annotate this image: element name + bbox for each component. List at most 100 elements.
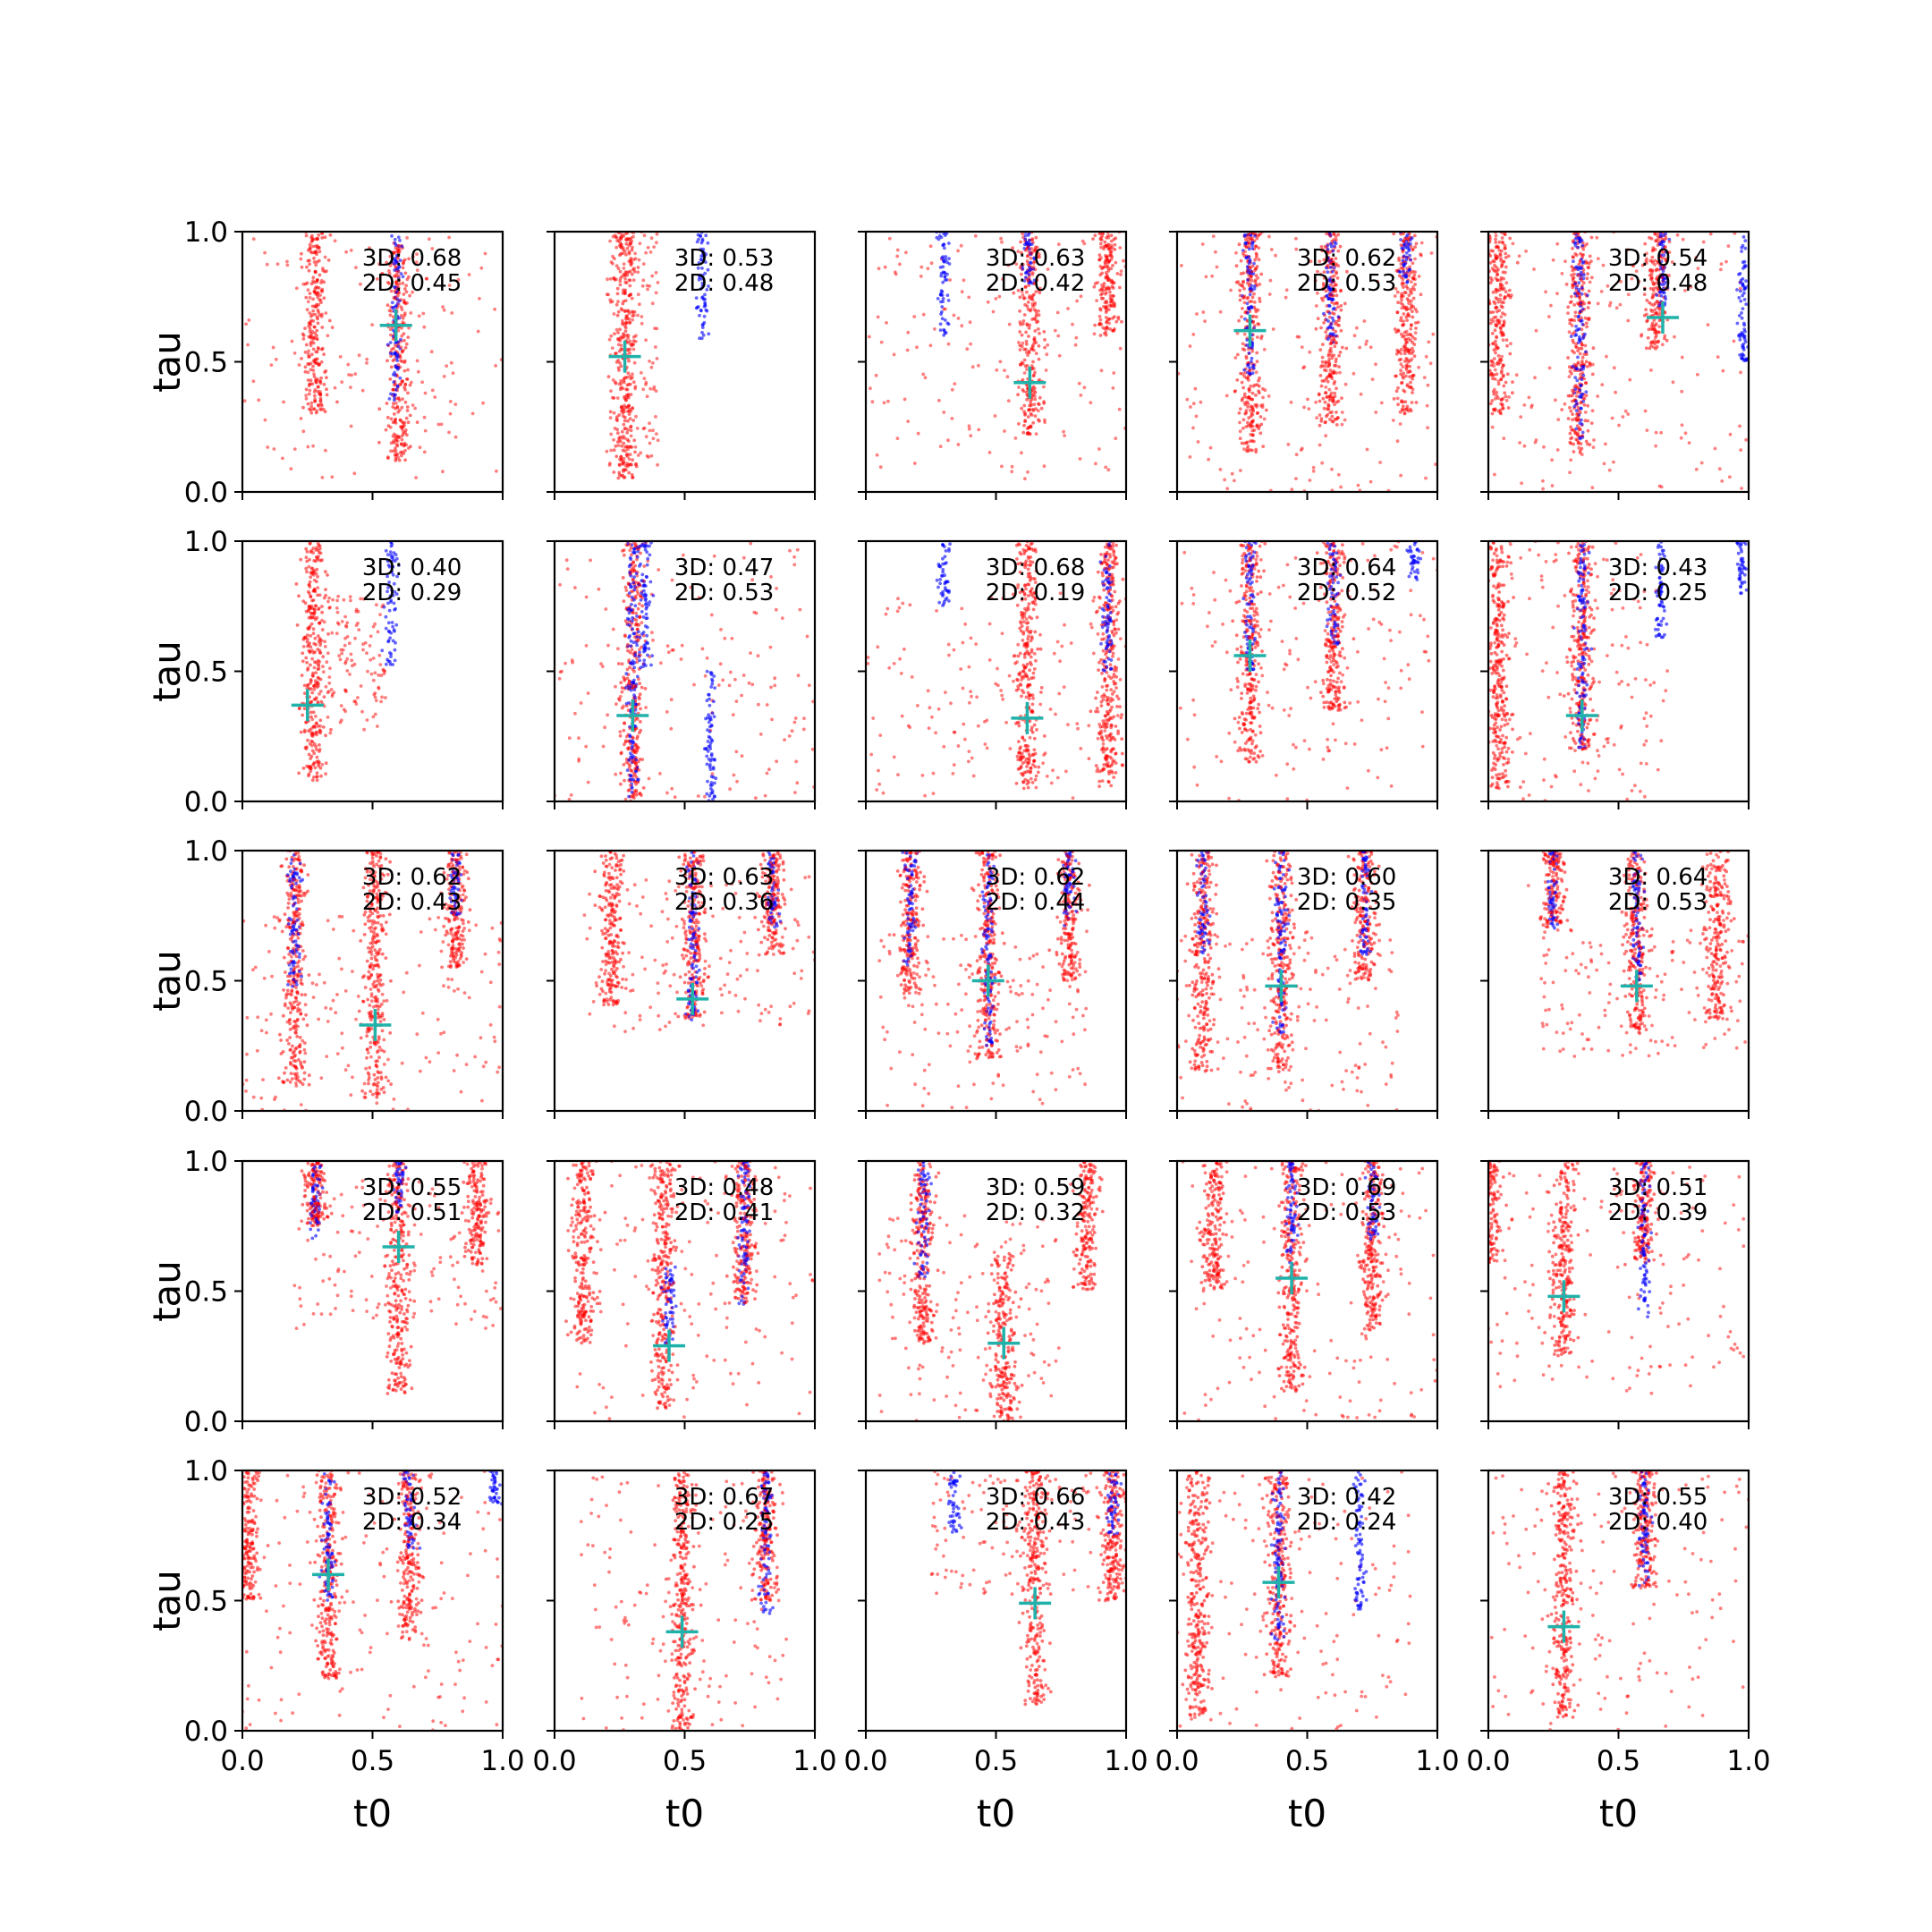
scatter-point <box>309 766 312 770</box>
scatter-point <box>1583 411 1588 414</box>
scatter-point <box>1120 319 1123 324</box>
scatter-point <box>649 453 654 458</box>
scatter-point <box>402 332 406 336</box>
scatter-point <box>606 713 609 717</box>
scatter-point <box>1022 279 1027 283</box>
scatter-point <box>638 692 642 697</box>
scatter-point <box>1055 310 1060 315</box>
scatter-point <box>369 634 373 639</box>
scatter-point <box>614 444 618 448</box>
scatter-point <box>1326 248 1330 251</box>
scatter-point <box>1394 389 1399 394</box>
scatter-point <box>1326 407 1331 411</box>
scatter-point <box>1577 445 1581 450</box>
scatter-point <box>670 578 674 582</box>
scatter-point <box>1339 308 1343 312</box>
scatter-point <box>1590 409 1595 413</box>
scatter-point <box>1025 368 1029 371</box>
scatter-point <box>305 559 309 564</box>
scatter-point <box>628 453 632 456</box>
scatter-point <box>1491 319 1496 324</box>
scatter-point <box>301 651 305 656</box>
scatter-point <box>1235 378 1240 382</box>
scatter-point <box>620 275 624 279</box>
scatter-point <box>624 468 628 472</box>
scatter-point <box>386 303 390 308</box>
scatter-point <box>1020 250 1023 255</box>
scatter-point <box>1098 307 1102 310</box>
scatter-point <box>694 296 699 300</box>
scatter-point <box>343 636 347 640</box>
scatter-point <box>1582 352 1587 356</box>
scatter-point <box>1400 381 1403 385</box>
scatter-point <box>1402 291 1407 294</box>
scatter-point <box>1321 343 1325 346</box>
scatter-point <box>1001 277 1004 281</box>
scatter-point <box>1325 266 1328 270</box>
scatter-point <box>1321 287 1326 292</box>
scatter-point <box>377 440 381 445</box>
scatter-point <box>411 290 414 294</box>
scatter-point <box>1258 431 1263 436</box>
scatter-point <box>399 272 403 275</box>
scatter-point <box>451 371 455 375</box>
scatter-point <box>1245 326 1250 329</box>
scatter-point <box>1400 298 1403 302</box>
scatter-point <box>1716 355 1720 359</box>
scatter-point <box>324 761 328 766</box>
scatter-point <box>320 476 325 479</box>
scatter-point <box>1323 420 1327 425</box>
scatter-point <box>1022 296 1027 301</box>
scatter-point <box>1327 372 1332 377</box>
scatter-point <box>650 274 655 278</box>
scatter-point <box>319 376 323 380</box>
scatter-point <box>599 662 603 665</box>
scatter-point <box>641 278 646 283</box>
scatter-point <box>300 265 304 269</box>
scatter-point <box>1330 467 1334 471</box>
scatter-point <box>1411 305 1416 309</box>
scatter-point <box>312 578 317 582</box>
scatter-point <box>387 580 391 584</box>
scatter-point <box>393 658 397 663</box>
scatter-point <box>1034 341 1038 344</box>
scatter-point <box>644 338 648 343</box>
scatter-point <box>1577 287 1580 292</box>
scatter-point <box>1428 361 1433 366</box>
scatter-point <box>310 382 315 386</box>
scatter-point <box>1033 414 1038 418</box>
scatter-point <box>608 462 612 465</box>
scatter-point <box>1571 418 1574 422</box>
scatter-point <box>635 660 640 664</box>
scatter-point <box>297 771 301 775</box>
scatter-point <box>767 767 771 772</box>
scatter-point <box>312 325 317 329</box>
scatter-point <box>887 236 892 241</box>
scatter-point <box>397 244 401 248</box>
scatter-point <box>1649 275 1654 280</box>
scatter-point <box>365 357 369 361</box>
scatter-point <box>312 665 317 670</box>
scatter-point <box>1100 271 1105 275</box>
scatter-point <box>612 411 616 415</box>
scatter-point <box>1254 244 1258 248</box>
scatter-point <box>636 292 640 297</box>
scatter-point <box>1576 434 1580 437</box>
scatter-point <box>1248 408 1252 412</box>
scatter-point <box>417 314 421 318</box>
scatter-point <box>1320 461 1325 465</box>
scatter-point <box>368 644 372 648</box>
scatter-point <box>1105 320 1108 325</box>
scatter-point <box>601 744 606 749</box>
scatter-point <box>1258 415 1263 419</box>
scatter-point <box>637 258 641 262</box>
scatter-point <box>389 600 393 604</box>
scatter-point <box>1242 332 1247 336</box>
scatter-point <box>565 567 570 571</box>
scatter-point <box>1496 353 1501 358</box>
scatter-point <box>1241 295 1246 300</box>
scatter-point <box>611 627 615 631</box>
scatter-point <box>1324 386 1328 389</box>
scatter-point <box>1328 396 1333 401</box>
scatter-point <box>627 457 631 462</box>
